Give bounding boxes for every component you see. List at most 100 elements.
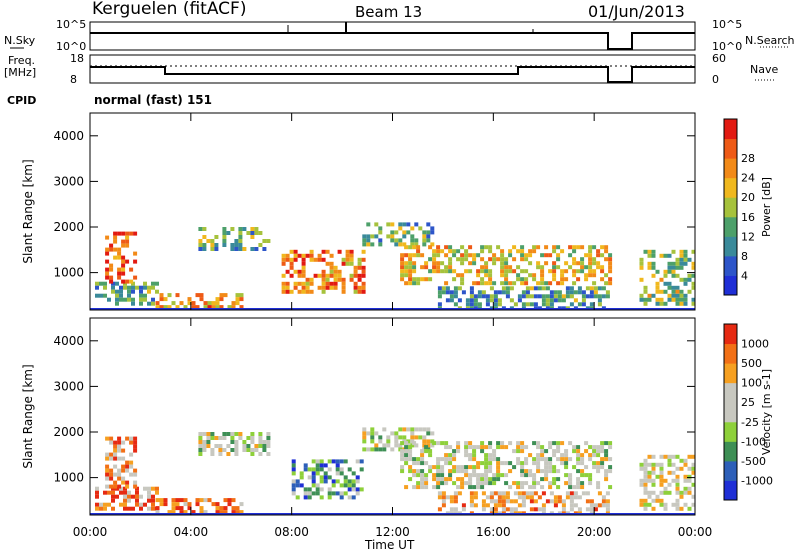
data-cell: [597, 294, 602, 299]
data-cell: [448, 269, 453, 274]
data-cell: [597, 286, 602, 291]
data-cell: [416, 469, 421, 474]
freq-panel-frame: [89, 54, 696, 84]
data-cell: [355, 475, 360, 480]
data-cell: [424, 277, 429, 282]
data-cell: [505, 499, 510, 504]
y-tick-label: 1000: [53, 266, 84, 280]
data-cell: [481, 491, 486, 496]
data-cell: [143, 281, 147, 286]
data-cell: [133, 231, 138, 236]
colorbar-segment: [724, 158, 737, 179]
data-cell: [151, 502, 155, 507]
data-cell: [448, 245, 453, 250]
data-cell: [147, 506, 151, 511]
colorbar-tick-label: 8: [741, 250, 748, 263]
data-cell: [386, 234, 391, 239]
data-cell: [258, 231, 263, 235]
data-cell: [121, 243, 126, 248]
data-cell: [131, 297, 135, 302]
data-cell: [250, 247, 255, 251]
data-cell: [357, 285, 362, 290]
data-cell: [651, 490, 656, 495]
data-cell: [133, 484, 138, 489]
data-cell: [281, 257, 286, 262]
data-cell: [163, 502, 168, 507]
data-cell: [497, 499, 502, 504]
data-cell: [436, 261, 441, 266]
data-cell: [541, 503, 546, 508]
data-cell: [258, 243, 263, 247]
data-cell: [643, 474, 648, 479]
data-cell: [573, 503, 578, 508]
data-cell: [691, 470, 696, 475]
data-cell: [317, 257, 322, 262]
data-cell: [456, 449, 461, 454]
data-cell: [125, 235, 130, 240]
data-cell: [497, 503, 502, 508]
data-cell: [370, 447, 375, 452]
data-cell: [412, 261, 417, 266]
data-cell: [327, 467, 332, 472]
nsky-tick-top: 10^5: [56, 18, 86, 31]
data-cell: [311, 467, 316, 472]
data-cell: [544, 469, 549, 474]
data-cell: [584, 441, 589, 446]
data-cell: [472, 261, 477, 266]
data-cell: [266, 444, 271, 448]
data-cell: [119, 285, 123, 290]
data-cell: [339, 471, 344, 476]
data-cell: [453, 286, 458, 291]
data-cell: [556, 441, 561, 446]
data-cell: [488, 445, 493, 450]
data-cell: [600, 461, 605, 466]
data-cell: [520, 441, 525, 446]
data-cell: [404, 265, 409, 270]
data-cell: [521, 491, 526, 496]
data-cell: [464, 249, 469, 254]
data-cell: [496, 473, 501, 478]
colorbar-segment: [724, 119, 737, 140]
data-cell: [473, 495, 478, 500]
data-cell: [544, 449, 549, 454]
data-cell: [639, 265, 644, 270]
data-cell: [291, 467, 296, 472]
data-cell: [400, 265, 405, 270]
data-cell: [119, 490, 123, 495]
data-cell: [183, 498, 188, 503]
data-cell: [492, 473, 497, 478]
data-cell: [492, 257, 497, 262]
data-cell: [293, 249, 298, 254]
data-cell: [687, 478, 692, 483]
data-cell: [679, 293, 684, 298]
data-cell: [238, 231, 243, 235]
data-cell: [667, 265, 672, 270]
data-cell: [390, 238, 395, 243]
data-cell: [321, 277, 326, 282]
data-cell: [564, 461, 569, 466]
data-cell: [500, 441, 505, 446]
data-cell: [398, 238, 403, 243]
data-cell: [529, 499, 534, 504]
data-cell: [593, 294, 598, 299]
data-cell: [671, 462, 676, 467]
data-cell: [480, 449, 485, 454]
data-cell: [117, 271, 122, 276]
data-cell: [159, 502, 164, 507]
data-cell: [532, 441, 537, 446]
data-cell: [517, 503, 522, 508]
data-cell: [468, 473, 473, 478]
data-cell: [211, 301, 216, 306]
data-cell: [133, 440, 138, 445]
data-cell: [580, 461, 585, 466]
data-cell: [675, 498, 680, 503]
data-cell: [691, 261, 696, 266]
data-cell: [362, 447, 367, 452]
data-cell: [667, 293, 672, 298]
data-cell: [329, 281, 334, 286]
data-cell: [206, 444, 211, 448]
data-cell: [461, 503, 466, 508]
data-cell: [242, 247, 247, 251]
data-cell: [528, 273, 533, 278]
data-cell: [496, 457, 501, 462]
